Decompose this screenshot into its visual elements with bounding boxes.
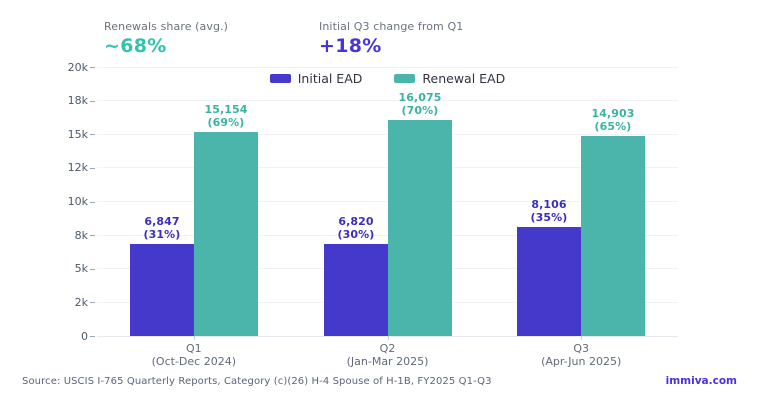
y-axis-tick xyxy=(90,201,95,203)
gridline xyxy=(97,234,678,236)
bar-initial-q2 xyxy=(324,244,388,336)
legend-label-renewal-ead: Renewal EAD xyxy=(422,71,506,86)
y-axis-label: 15k xyxy=(67,127,88,141)
y-axis-tick xyxy=(90,336,95,337)
y-axis-tick xyxy=(90,67,95,68)
x-axis-tick xyxy=(388,336,389,340)
y-axis-tick xyxy=(90,302,95,304)
legend-item-renewal-ead: Renewal EAD xyxy=(394,71,505,86)
bar-value-label: 8,106 (35%) xyxy=(530,198,568,224)
y-axis-label: 0 xyxy=(81,329,88,343)
x-axis-label: Q3 (Apr-Jun 2025) xyxy=(541,342,622,368)
bar-initial-q1 xyxy=(130,244,194,336)
gridline xyxy=(97,201,678,202)
gridline xyxy=(97,167,678,169)
gridline xyxy=(97,335,678,337)
legend: Initial EAD Renewal EAD xyxy=(97,71,678,86)
plot-area: 6,847 (31%) 15,154 (69%) Q1 (Oct-Dec 2024) 6,8… xyxy=(97,66,678,368)
stat-initial-change-value: +18% xyxy=(319,35,382,57)
legend-label-initial-ead: Initial EAD xyxy=(297,71,363,86)
gridline xyxy=(97,100,678,102)
y-axis-label: 10k xyxy=(67,195,88,208)
y-axis-label: 2k xyxy=(74,295,88,309)
x-axis-label: Q2 (Jan-Mar 2025) xyxy=(346,342,429,368)
bar-value-label: 15,154 (69%) xyxy=(204,103,248,129)
bar-value-label: 6,847 (31%) xyxy=(143,215,181,241)
bar-value-label: 14,903 (65%) xyxy=(591,107,635,133)
y-axis-label: 8k xyxy=(74,228,88,242)
stat-renewals-share-label: Renewals share (avg.) xyxy=(104,20,229,33)
y-axis-label: 5k xyxy=(74,262,88,276)
bar-renewal-q3 xyxy=(581,136,645,336)
x-axis-tick xyxy=(194,336,195,340)
brand-watermark: immiva.com xyxy=(665,375,737,387)
x-axis-tick xyxy=(581,336,582,340)
y-axis-label: 18k xyxy=(67,94,88,108)
bar-value-label: 16,075 (70%) xyxy=(398,91,442,117)
stat-initial-change: Initial Q3 change from Q1 +18% xyxy=(319,20,463,57)
y-axis-tick xyxy=(90,134,95,136)
gridline xyxy=(97,66,678,68)
gridline xyxy=(97,133,678,135)
y-axis-tick xyxy=(90,235,95,237)
legend-swatch-renewal-icon xyxy=(394,74,416,83)
y-axis-tick xyxy=(90,100,95,102)
bar-initial-q3 xyxy=(517,227,581,336)
x-axis-label: Q1 (Oct-Dec 2024) xyxy=(151,342,236,368)
bar-value-label: 6,820 (30%) xyxy=(337,215,375,241)
stat-renewals-share-value: ~68% xyxy=(104,35,167,57)
source-note: Source: USCIS I-765 Quarterly Reports, C… xyxy=(22,376,492,387)
y-axis-label: 20k xyxy=(67,60,88,74)
legend-swatch-initial-icon xyxy=(269,74,291,83)
stat-initial-change-label: Initial Q3 change from Q1 xyxy=(319,20,464,33)
y-axis-tick xyxy=(90,268,95,270)
stat-renewals-share: Renewals share (avg.) ~68% xyxy=(104,20,228,57)
legend-item-initial-ead: Initial EAD xyxy=(269,71,363,86)
bar-renewal-q1 xyxy=(194,132,258,336)
bar-renewal-q2 xyxy=(388,120,452,336)
y-axis-label: 12k xyxy=(67,161,88,175)
y-axis-tick xyxy=(90,167,95,169)
